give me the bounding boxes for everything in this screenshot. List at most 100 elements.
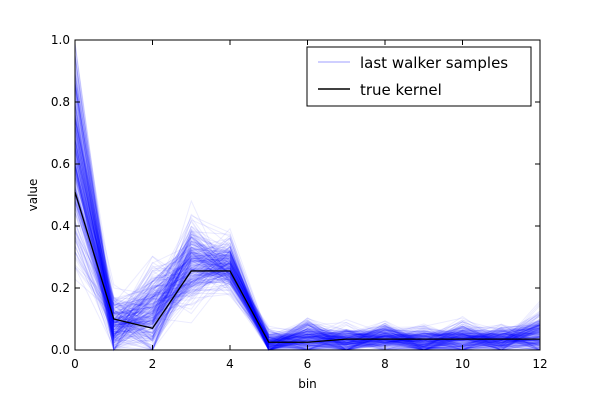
walker-sample-line bbox=[74, 177, 541, 346]
walker-sample-line bbox=[74, 138, 541, 348]
walker-sample-line bbox=[74, 220, 541, 346]
walker-sample-line bbox=[74, 193, 540, 351]
legend-box bbox=[306, 46, 532, 107]
walker-sample-line bbox=[74, 167, 541, 351]
walker-sample-line bbox=[74, 173, 541, 347]
walker-sample-line bbox=[74, 167, 541, 345]
walker-sample-line bbox=[74, 117, 541, 351]
walker-sample-line bbox=[74, 166, 541, 350]
walker-sample-line bbox=[74, 212, 541, 351]
walker-sample-line bbox=[74, 136, 541, 351]
walker-sample-line bbox=[74, 144, 541, 349]
walker-sample-line bbox=[74, 174, 541, 351]
walker-sample-line bbox=[74, 114, 541, 351]
walker-sample-line bbox=[74, 84, 541, 351]
y-tick-label: 0.6 bbox=[51, 157, 70, 171]
walker-sample-line bbox=[74, 62, 541, 347]
walker-sample-line bbox=[74, 192, 541, 351]
walker-sample-line bbox=[74, 194, 541, 345]
walker-sample-line bbox=[74, 76, 541, 345]
walker-sample-line bbox=[74, 149, 541, 345]
x-tick-label: 2 bbox=[149, 357, 157, 371]
walker-sample-line bbox=[74, 193, 541, 344]
walker-sample-line bbox=[74, 66, 541, 351]
walker-sample-line bbox=[74, 121, 541, 351]
walker-sample-line bbox=[74, 122, 541, 349]
walker-sample-line bbox=[74, 151, 541, 351]
walker-sample-line bbox=[74, 130, 541, 351]
walker-sample-line bbox=[74, 78, 541, 351]
walker-sample-line bbox=[74, 139, 541, 349]
walker-sample-line bbox=[74, 248, 541, 351]
walker-sample-line bbox=[74, 192, 541, 349]
walker-sample-line bbox=[74, 87, 541, 351]
walker-sample-line bbox=[74, 212, 541, 346]
walker-sample-line bbox=[74, 121, 541, 349]
walker-sample-line bbox=[74, 73, 541, 344]
walker-sample-line bbox=[74, 175, 541, 348]
x-tick-label: 6 bbox=[304, 357, 312, 371]
walker-sample-line bbox=[74, 207, 541, 351]
x-axis-ticks: 0 2 4 6 8 10 12 bbox=[71, 40, 548, 371]
walker-sample-line bbox=[74, 230, 541, 345]
walker-sample-line bbox=[74, 62, 541, 349]
walker-sample-line bbox=[74, 103, 541, 351]
walker-sample-line bbox=[74, 141, 541, 347]
walker-sample-line bbox=[74, 162, 541, 350]
walker-sample-line bbox=[74, 135, 541, 347]
legend: last walker samples true kernel bbox=[306, 46, 532, 107]
walker-sample-line bbox=[74, 146, 541, 348]
walker-sample-line bbox=[74, 94, 541, 343]
walker-sample-line bbox=[74, 43, 541, 351]
walker-sample-line bbox=[74, 168, 541, 350]
walker-sample-line bbox=[74, 126, 541, 347]
walker-sample-line bbox=[74, 149, 541, 351]
y-axis-ticks: 0.0 0.2 0.4 0.6 0.8 1.0 bbox=[51, 33, 540, 357]
walker-sample-line bbox=[74, 239, 541, 344]
y-tick-label: 1.0 bbox=[51, 33, 70, 47]
walker-sample-line bbox=[74, 240, 541, 351]
walker-sample-line bbox=[74, 141, 541, 351]
walker-sample-line bbox=[74, 149, 541, 351]
legend-label-kernel: true kernel bbox=[360, 81, 442, 99]
walker-sample-line bbox=[74, 165, 541, 351]
walker-sample-line bbox=[74, 204, 541, 345]
y-tick-label: 0.0 bbox=[51, 343, 70, 357]
walker-sample-line bbox=[74, 141, 541, 352]
walker-sample-line bbox=[74, 170, 541, 350]
walker-sample-line bbox=[74, 171, 541, 346]
walker-sample-line bbox=[74, 207, 541, 347]
walker-sample-line bbox=[74, 259, 541, 345]
walker-sample-line bbox=[74, 113, 541, 349]
walker-sample-line bbox=[74, 193, 541, 351]
walker-sample-line bbox=[74, 178, 541, 345]
x-tick-label: 0 bbox=[71, 357, 79, 371]
true-kernel-line bbox=[74, 191, 540, 343]
walker-sample-line bbox=[74, 154, 541, 352]
walker-sample-line bbox=[74, 168, 541, 349]
walker-sample-line bbox=[74, 191, 541, 349]
walker-sample-line bbox=[74, 203, 541, 341]
walker-sample-line bbox=[74, 195, 541, 351]
walker-sample-line bbox=[74, 252, 541, 351]
x-axis-label: bin bbox=[298, 377, 317, 391]
walker-sample-line bbox=[74, 132, 541, 351]
walker-sample-line bbox=[74, 117, 541, 347]
walker-sample-line bbox=[74, 68, 541, 351]
true-kernel-layer bbox=[74, 191, 540, 343]
walker-sample-line bbox=[74, 88, 541, 345]
walker-sample-line bbox=[74, 125, 541, 352]
walker-sample-line bbox=[74, 79, 541, 349]
walker-sample-line bbox=[74, 128, 541, 351]
walker-sample-line bbox=[74, 86, 541, 351]
walker-sample-line bbox=[74, 43, 541, 351]
walker-sample-line bbox=[74, 105, 541, 350]
walker-sample-line bbox=[74, 228, 541, 351]
x-tick-label: 8 bbox=[381, 357, 389, 371]
y-axis-label: value bbox=[26, 179, 40, 212]
walker-sample-line bbox=[74, 235, 541, 351]
walker-sample-line bbox=[74, 175, 541, 351]
walker-sample-line bbox=[74, 176, 541, 351]
walker-sample-line bbox=[74, 53, 541, 345]
